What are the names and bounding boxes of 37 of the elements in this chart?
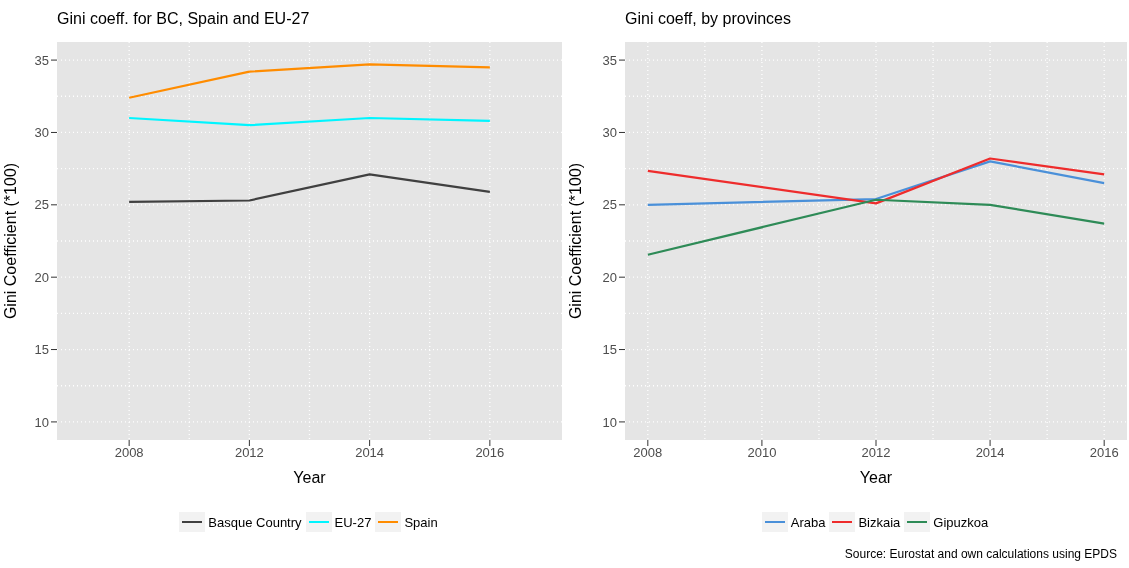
chart-title: Gini coeff. for BC, Spain and EU-27 [57,10,310,28]
source-note: Source: Eurostat and own calculations using EPDS [844,547,1117,561]
y-tick-label: 30 [34,125,49,141]
legend-label: Bizkaia [858,514,901,530]
y-tick-label: 30 [602,125,617,141]
x-tick-label: 2012 [861,445,891,461]
y-tick-label: 25 [602,197,617,213]
line-series [128,173,491,204]
legend-label: Basque Country [208,514,302,530]
y-tick-label: 25 [34,197,49,213]
x-tick-label: 2014 [975,445,1005,461]
x-tick-label: 2010 [747,445,777,461]
chart-title: Gini coeff, by provinces [625,10,792,28]
legend-label: EU-27 [334,514,372,530]
legend-label: Araba [790,514,826,530]
x-tick-label: 2012 [234,445,264,461]
line-series [646,198,1106,256]
x-tick-label: 2008 [114,445,144,461]
x-axis-title: Year [859,469,893,486]
x-tick-label: 2016 [475,445,505,461]
legend-label: Spain [404,514,438,530]
y-axis-title: Gini Coefficient (*100) [566,162,584,320]
y-tick-label: 15 [34,342,49,358]
y-tick-label: 20 [34,269,49,285]
legend-label: Gipuzkoa [933,514,989,530]
y-tick-label: 35 [602,52,617,68]
x-tick-label: 2016 [1089,445,1119,461]
y-tick-label: 10 [34,414,49,430]
y-axis-title: Gini Coefficient (*100) [1,162,19,320]
x-tick-label: 2014 [355,445,385,461]
line-series [128,63,491,99]
y-tick-label: 20 [602,269,617,285]
y-tick-label: 35 [34,52,49,68]
y-tick-label: 15 [602,342,617,358]
x-axis-title: Year [293,469,327,486]
y-tick-label: 10 [602,414,617,430]
x-tick-label: 2008 [633,445,663,461]
